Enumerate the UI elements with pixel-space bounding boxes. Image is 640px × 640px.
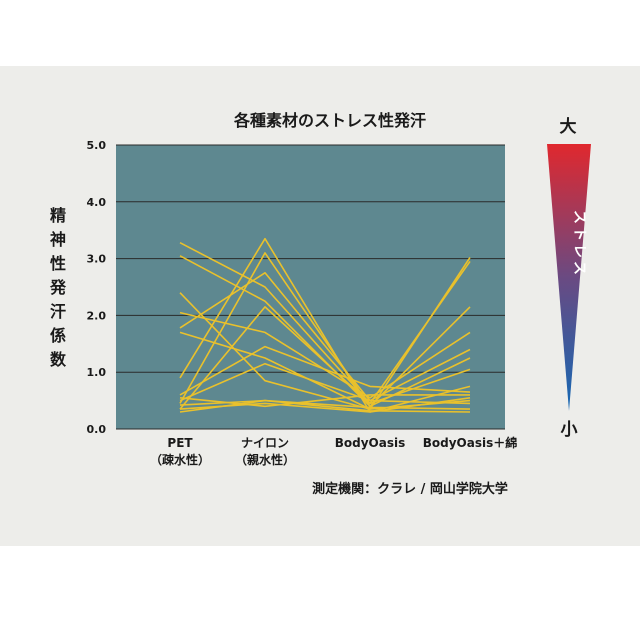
x-tick-sublabel: （親水性） [235,452,295,467]
y-tick-label: 0.0 [87,423,107,436]
stress-gradient-triangle [547,144,591,411]
series-line-15 [179,394,470,408]
source-note: 測定機関：クラレ / 岡山学院大学 [312,481,508,497]
series-line-3 [179,257,471,410]
y-tick-label: 4.0 [87,196,107,209]
series-line-8 [179,252,471,408]
stress-scale-label: ストレス [571,210,587,278]
stress-low-label: 小 [561,420,578,440]
series-line-5 [179,272,471,402]
y-axis-label-char: 性 [50,254,66,273]
y-tick-label: 5.0 [87,139,107,152]
series-line-14 [179,399,471,413]
y-axis-label-char: 係 [50,326,66,345]
series-line-10 [179,345,471,396]
y-tick-labels: 0.0 1.0 2.0 3.0 4.0 5.0 [87,139,107,436]
stress-high-label: 大 [560,116,577,137]
plot-area [116,145,505,429]
y-axis-label-char: 汗 [50,302,66,321]
series-line-9 [179,306,471,410]
chart-panel: 各種素材のストレス性発汗 0.0 1.0 2.0 3.0 4.0 5.0 精神性発汗係数 … [0,66,640,546]
series-line-7 [179,237,471,413]
y-tick-label: 2.0 [87,309,107,322]
gridlines [116,144,505,430]
y-axis-label-char: 数 [50,350,67,369]
series-lines [179,237,471,413]
series-line-11 [179,362,471,405]
y-axis-label-char: 精 [50,206,66,225]
x-tick-label: BodyOasis [335,436,406,450]
x-tick-label: BodyOasis＋綿 [423,435,518,450]
series-line-4 [179,311,471,399]
y-axis-label-char: 発 [49,278,67,297]
y-axis-label-char: 神 [50,230,66,249]
y-tick-label: 3.0 [87,253,107,266]
x-tick-sublabel: （疎水性） [150,452,210,467]
stress-sweat-chart: 各種素材のストレス性発汗 0.01.02.03.04.05.0 精神性発汗係数 … [49,111,591,497]
x-tick-label: ナイロン [241,436,289,450]
x-tick-labels: PET （疎水性） ナイロン （親水性） BodyOasis BodyOasis＋綿 [150,435,517,467]
series-line-2 [179,255,471,408]
x-tick-label: PET [167,436,193,450]
chart-title: 各種素材のストレス性発汗 [233,111,426,130]
y-tick-label: 1.0 [87,366,107,379]
